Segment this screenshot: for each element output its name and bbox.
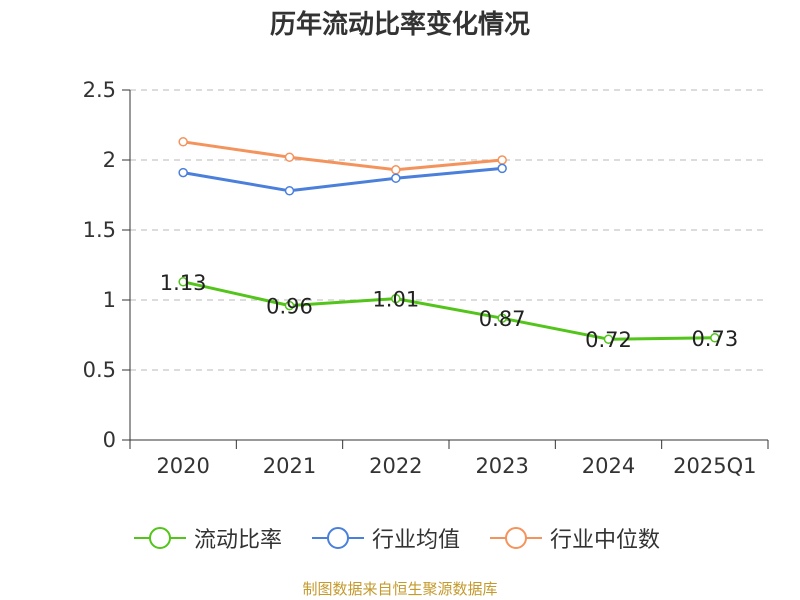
legend-current-ratio-label: 流动比率 xyxy=(194,528,283,553)
data-label-2020: 1.13 xyxy=(160,271,207,295)
x-tick-label-2024: 2024 xyxy=(582,454,635,478)
legend-industry-mean-label: 行业均值 xyxy=(372,528,461,553)
series-line-industry-median xyxy=(182,140,503,172)
data-label-2024: 0.72 xyxy=(585,328,632,352)
point-industry-mean-2023 xyxy=(497,163,507,174)
point-current-ratio-2023 xyxy=(497,313,507,323)
y-tick-label-0: 0 xyxy=(103,428,116,452)
point-industry-median-2023 xyxy=(497,155,507,165)
point-industry-mean-2020 xyxy=(178,167,188,178)
point-current-ratio-2022 xyxy=(391,293,401,304)
point-current-ratio-2024 xyxy=(603,334,614,344)
legend-item-industry-median[interactable]: 行业中位数 xyxy=(490,518,660,558)
x-tick-label-2025Q1: 2025Q1 xyxy=(673,454,756,478)
legend-industry-mean-marker xyxy=(312,527,364,549)
series-line-industry-mean xyxy=(182,166,503,193)
point-industry-median-2021 xyxy=(284,152,295,162)
point-current-ratio-2021 xyxy=(284,300,295,311)
point-industry-median-2020 xyxy=(178,137,188,147)
chart-title: 历年流动比率变化情况 xyxy=(269,10,530,40)
legend: 流动比率 行业均值 行业中位数 xyxy=(0,518,800,558)
x-tick-label-2023: 2023 xyxy=(475,454,528,478)
legend-item-current-ratio[interactable]: 流动比率 xyxy=(134,518,282,558)
data-label-2025Q1: 0.73 xyxy=(691,327,738,351)
y-tick-label-5: 2.5 xyxy=(83,78,116,102)
legend-current-ratio-marker xyxy=(134,527,186,549)
point-current-ratio-2025Q1 xyxy=(710,333,720,343)
data-label-2021: 0.96 xyxy=(266,295,313,319)
x-tick-label-2022: 2022 xyxy=(369,454,422,478)
y-tick-label-1: 0.5 xyxy=(83,358,116,382)
y-tick-label-2: 1 xyxy=(103,288,116,312)
legend-industry-median-marker xyxy=(490,527,542,549)
legend-industry-median-label: 行业中位数 xyxy=(550,528,661,553)
series-line-current-ratio xyxy=(182,280,715,341)
y-tick-label-3: 1.5 xyxy=(83,218,116,242)
point-industry-mean-2021 xyxy=(284,186,295,196)
legend-item-industry-mean[interactable]: 行业均值 xyxy=(312,518,460,558)
x-tick-label-2021: 2021 xyxy=(263,454,316,478)
data-label-2022: 1.01 xyxy=(372,288,419,312)
point-industry-median-2022 xyxy=(391,165,401,175)
y-tick-label-4: 2 xyxy=(103,148,116,172)
data-label-2023: 0.87 xyxy=(479,307,526,331)
x-tick-label-2020: 2020 xyxy=(156,454,209,478)
point-current-ratio-2020 xyxy=(178,277,188,287)
data-source: 制图数据来自恒生聚源数据库 xyxy=(302,580,498,598)
point-industry-mean-2022 xyxy=(391,173,401,183)
